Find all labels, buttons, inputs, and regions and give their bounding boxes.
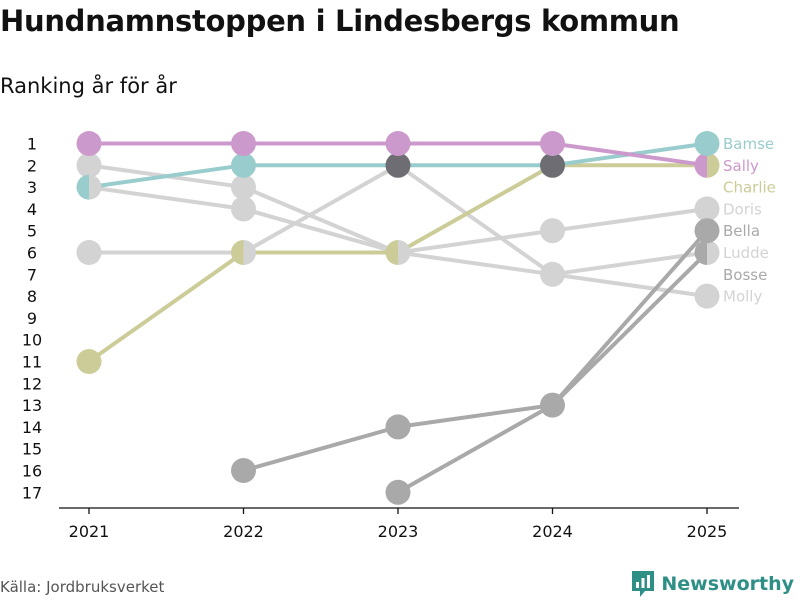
series-label-bamse: Bamse [723, 135, 774, 153]
axis-layer: 2021 2022 2023 2024 202512345678910111213141… [22, 135, 739, 541]
data-point-doris-half [398, 239, 411, 265]
chart-subtitle: Ranking år för år [0, 74, 177, 98]
data-point-charlie-half [385, 239, 398, 265]
x-tick-label: 2023 [378, 522, 419, 541]
y-tick-label: 4 [27, 200, 37, 219]
data-point-molly [231, 196, 256, 222]
line-layer [87, 141, 709, 495]
series-label-ludde: Ludde [723, 244, 769, 262]
data-point-molly-ludde [540, 261, 565, 287]
data-point-charlie-half [707, 152, 720, 178]
newsworthy-logo-icon [632, 571, 655, 597]
y-tick-label: 8 [27, 287, 37, 306]
source-note: Källa: Jordbruksverket [0, 578, 165, 596]
data-point-bosse [231, 458, 256, 483]
y-tick-label: 11 [22, 353, 42, 372]
y-tick-label: 16 [22, 462, 42, 481]
data-point-ludde-half [243, 239, 256, 265]
y-tick-label: 7 [27, 265, 37, 284]
data-point-bosse-bella [540, 392, 565, 418]
data-point-bamse [694, 131, 720, 156]
y-tick-label: 17 [22, 483, 42, 502]
data-point-bella [694, 218, 720, 244]
data-point-doris [76, 152, 102, 178]
data-point-ludde-half [707, 239, 720, 265]
data-point-doris [231, 174, 256, 200]
y-tick-label: 1 [27, 135, 37, 154]
y-tick-label: 15 [22, 440, 42, 459]
data-point-molly [694, 283, 720, 309]
data-point-bella [385, 479, 411, 505]
y-tick-label: 2 [27, 156, 37, 175]
data-point-ludde [76, 240, 102, 265]
y-tick-label: 3 [27, 178, 37, 197]
data-point-highlight [385, 152, 411, 178]
y-tick-label: 5 [27, 222, 37, 241]
series-line-doris [87, 163, 709, 255]
series-label-sally: Sally [723, 157, 759, 175]
data-point-charlie-half [231, 239, 244, 265]
series-label-bosse: Bosse [723, 266, 767, 284]
y-tick-label: 14 [22, 418, 42, 437]
data-point-molly-half [89, 174, 102, 200]
x-tick-label: 2024 [532, 522, 573, 541]
data-point-bamse-half [76, 174, 89, 200]
data-point-bosse-half [694, 239, 707, 265]
brand-name: Newsworthy [661, 573, 794, 595]
x-tick-label: 2025 [687, 522, 728, 541]
chart-title: Hundnamnstoppen i Lindesbergs kommun [0, 4, 680, 38]
data-point-sally [385, 131, 411, 156]
series-label-doris: Doris [723, 200, 762, 218]
data-point-doris [540, 218, 565, 244]
y-tick-label: 6 [27, 244, 37, 263]
label-layer: Doris Molly Ludde Bosse Bella Charlie Bamse Sal… [723, 135, 776, 306]
y-tick-label: 9 [27, 309, 37, 328]
data-point-bosse [385, 414, 411, 440]
x-tick-label: 2022 [223, 522, 264, 541]
series-label-charlie: Charlie [723, 179, 776, 197]
data-point-bamse [231, 152, 256, 178]
brand-logo[interactable]: Newsworthy [631, 570, 794, 598]
series-label-molly: Molly [723, 288, 762, 306]
data-point-sally [231, 131, 256, 156]
data-point-sally [540, 131, 565, 156]
data-point-sally-half [694, 152, 707, 178]
data-point-highlight [540, 152, 565, 178]
x-tick-label: 2021 [69, 522, 110, 541]
y-tick-label: 13 [22, 396, 42, 415]
y-tick-label: 12 [22, 374, 42, 393]
data-point-doris [694, 196, 720, 222]
data-point-charlie [76, 349, 102, 374]
series-label-bella: Bella [723, 222, 760, 240]
y-tick-label: 10 [22, 331, 42, 350]
point-layer [76, 131, 720, 505]
data-point-sally [76, 131, 102, 156]
series-line-bosse [241, 250, 709, 473]
